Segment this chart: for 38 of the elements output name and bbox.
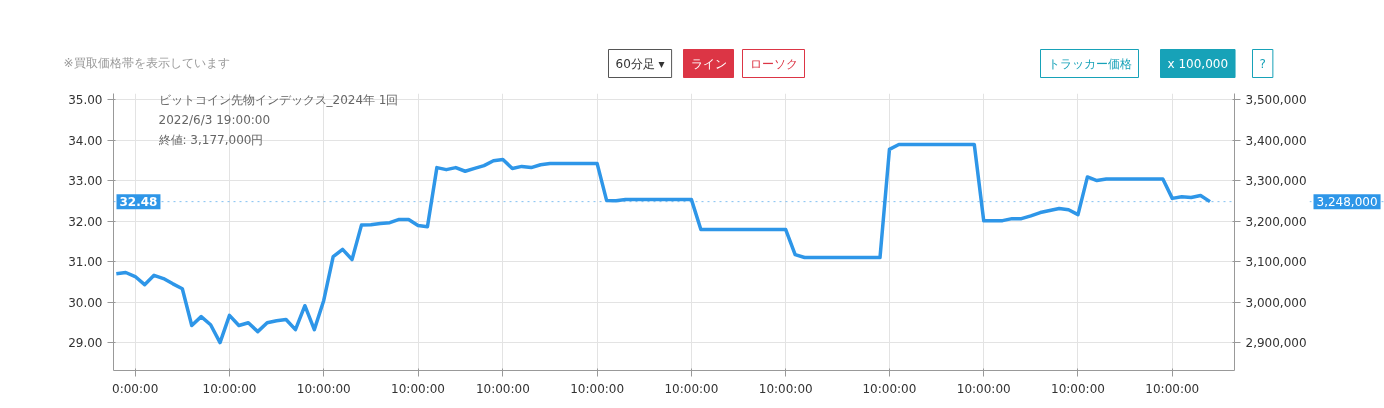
text: 60分足 ▾ [615,56,665,71]
x-tick-label: 10:00:00 [1145,381,1200,396]
text: x 100,000 [1167,56,1229,71]
y2-tick-label: 3,000,000 [1245,295,1307,310]
annotation: 2022/6/3 19:00:00 [158,112,271,127]
y-tick-label: 35.00 [68,93,103,108]
text: トラッカー価格 [1047,56,1132,71]
y-tick-label: 34.00 [68,133,103,148]
x-tick-label: 10:00:00 [956,381,1011,396]
y-tick-label: 29.00 [68,336,103,351]
x-tick-label: 10:00:00 [1051,381,1105,396]
annotation: 終値: 3,177,000円 [157,132,264,147]
ref-line-label: 32.48 [119,195,158,210]
y2-tick-label: 3,400,000 [1245,133,1307,148]
x-tick-label: 10:00:00 [391,381,445,396]
x-tick-label: 10:00:00 [202,381,257,396]
y2-tick-label: 3,100,000 [1245,255,1307,270]
text: ? [1259,56,1266,71]
y2-tick-label: 3,300,000 [1245,174,1307,189]
y-tick-label: 31.00 [68,255,103,270]
x-tick-label: 10:00:00 [862,381,917,396]
y2-tick-label: 3,200,000 [1245,214,1307,229]
y2-tick-label: 3,500,000 [1245,93,1307,108]
text: ※買取価格帯を表示しています [63,55,230,70]
y-tick-label: 30.00 [68,295,103,310]
text: ローソク [749,56,798,71]
x-tick-label: 10:00:00 [570,381,625,396]
x-tick-label: 0:00:00 [112,381,159,396]
y-tick-label: 32.00 [68,214,103,229]
x-tick-label: 10:00:00 [475,381,530,396]
x-tick-label: 10:00:00 [758,381,813,396]
y-tick-label: 33.00 [68,174,103,189]
chart-title: ビットコイン先物インデックス_2024年 1回 [158,92,399,107]
text: 3,248,000 [1316,195,1378,210]
y2-tick-label: 2,900,000 [1245,336,1307,351]
x-tick-label: 10:00:00 [664,381,719,396]
text: ライン [690,56,727,71]
x-tick-label: 10:00:00 [296,381,351,396]
